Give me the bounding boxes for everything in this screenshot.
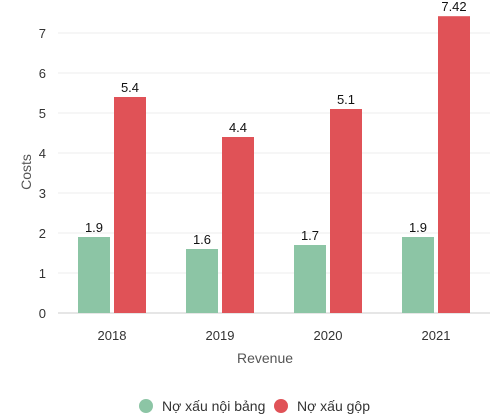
bar-series-1-2020[interactable] bbox=[330, 109, 362, 313]
bar-series-1-2019[interactable] bbox=[222, 137, 254, 313]
y-tick-label: 0 bbox=[39, 306, 46, 321]
x-axis-title: Revenue bbox=[237, 350, 293, 366]
y-tick-label: 7 bbox=[39, 26, 46, 41]
data-label-series-0-2019: 1.6 bbox=[193, 232, 211, 247]
y-tick-label: 1 bbox=[39, 266, 46, 281]
x-axis-ticks: 2018 2019 2020 2021 bbox=[98, 328, 451, 343]
data-label-series-1-2019: 4.4 bbox=[229, 120, 247, 135]
y-axis-ticks: 0 1 2 3 4 5 6 7 bbox=[39, 26, 46, 321]
bar-series-1-2018[interactable] bbox=[114, 97, 146, 313]
data-label-series-1-2020: 5.1 bbox=[337, 92, 355, 107]
y-tick-label: 4 bbox=[39, 146, 46, 161]
data-label-series-1-2018: 5.4 bbox=[121, 80, 139, 95]
y-tick-label: 2 bbox=[39, 226, 46, 241]
x-tick-label: 2019 bbox=[206, 328, 235, 343]
legend-item-series-1[interactable]: Nợ xấu gộp bbox=[274, 398, 370, 414]
data-labels: 1.9 5.4 1.6 4.4 1.7 5.1 1.9 7.42 bbox=[85, 0, 467, 247]
legend-label-series-0: Nợ xấu nội bảng bbox=[162, 398, 265, 414]
data-label-series-1-2021: 7.42 bbox=[441, 0, 466, 14]
data-label-series-0-2021: 1.9 bbox=[409, 220, 427, 235]
data-label-series-0-2020: 1.7 bbox=[301, 228, 319, 243]
bar-series-0-2021[interactable] bbox=[402, 237, 434, 313]
legend: Nợ xấu nội bảng Nợ xấu gộp bbox=[139, 398, 370, 414]
y-tick-label: 6 bbox=[39, 66, 46, 81]
bar-series-0-2019[interactable] bbox=[186, 249, 218, 313]
bar-series-0-2018[interactable] bbox=[78, 237, 110, 313]
x-tick-label: 2020 bbox=[314, 328, 343, 343]
legend-swatch-series-1 bbox=[274, 399, 288, 413]
bars bbox=[78, 16, 470, 313]
y-tick-label: 3 bbox=[39, 186, 46, 201]
x-tick-label: 2021 bbox=[422, 328, 451, 343]
bar-series-1-2021[interactable] bbox=[438, 16, 470, 313]
data-label-series-0-2018: 1.9 bbox=[85, 220, 103, 235]
bar-series-0-2020[interactable] bbox=[294, 245, 326, 313]
legend-item-series-0[interactable]: Nợ xấu nội bảng bbox=[139, 398, 265, 414]
legend-swatch-series-0 bbox=[139, 399, 153, 413]
y-tick-label: 5 bbox=[39, 106, 46, 121]
legend-label-series-1: Nợ xấu gộp bbox=[297, 398, 370, 414]
y-axis-title: Costs bbox=[18, 154, 34, 190]
x-tick-label: 2018 bbox=[98, 328, 127, 343]
